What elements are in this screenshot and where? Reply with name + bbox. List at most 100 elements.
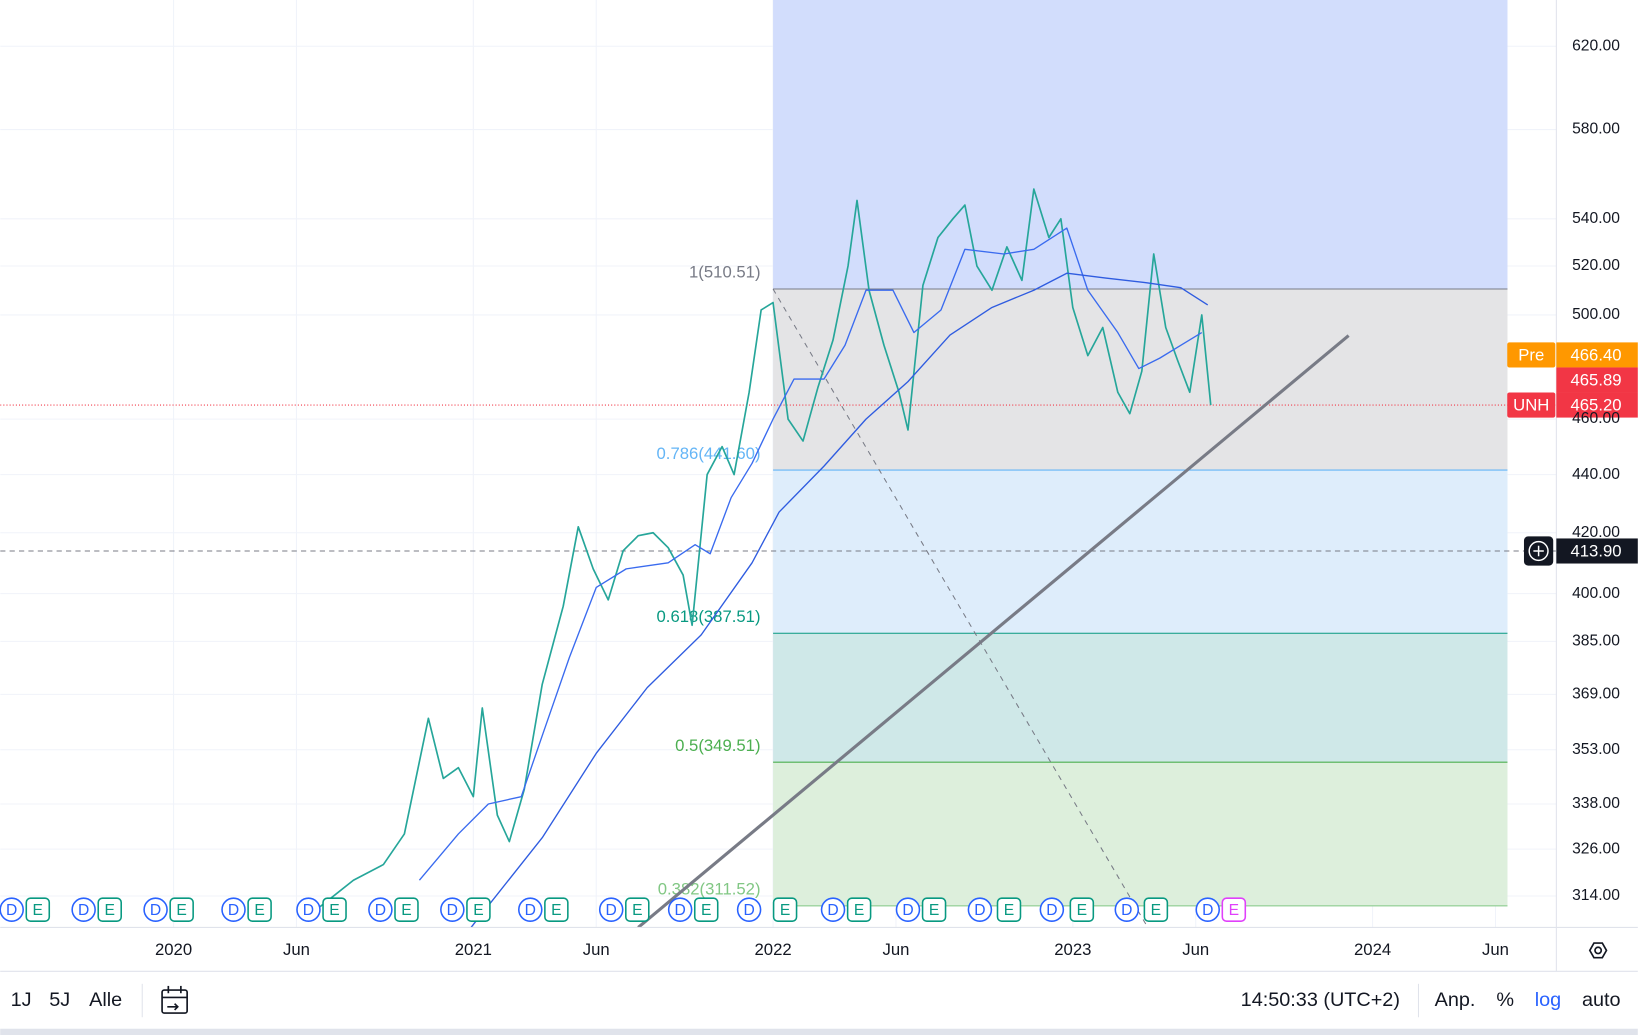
fib-diagonal (772, 288, 1149, 928)
event-marker[interactable]: E (921, 897, 947, 922)
event-marker[interactable]: E (846, 897, 872, 922)
fib-level-label: 0.786(441.60) (657, 444, 761, 463)
event-marker[interactable]: D (0, 897, 24, 922)
event-marker[interactable]: E (1069, 897, 1095, 922)
calendar-icon[interactable] (161, 985, 188, 1014)
event-circle (0, 897, 24, 922)
settings-icon[interactable] (1588, 942, 1608, 959)
event-marker[interactable]: D (143, 897, 168, 922)
event-marker[interactable]: D (518, 897, 543, 922)
event-marker[interactable]: E (394, 897, 419, 922)
event-marker[interactable]: D (296, 897, 321, 922)
event-marker[interactable]: D (368, 897, 393, 922)
event-box (25, 897, 51, 922)
event-marker[interactable]: E (466, 897, 491, 922)
event-marker[interactable]: D (967, 897, 993, 922)
price-label: 466.40 (1570, 345, 1621, 364)
event-marker[interactable]: D (221, 897, 246, 922)
event-box (1069, 897, 1095, 922)
x-tick-label: Jun (1182, 940, 1209, 959)
event-marker[interactable]: D (667, 897, 693, 922)
event-marker[interactable]: D (71, 897, 96, 922)
y-tick-label: 314.00 (1572, 887, 1620, 904)
event-marker[interactable]: E (693, 897, 719, 922)
event-circle (518, 897, 543, 922)
y-tick-label: 540.00 (1572, 210, 1620, 227)
event-marker[interactable]: D (895, 897, 921, 922)
event-marker[interactable]: E (322, 897, 347, 922)
y-tick-label: 369.00 (1572, 686, 1620, 703)
event-label: D (375, 902, 386, 919)
event-circle (368, 897, 393, 922)
event-marker[interactable]: E (97, 897, 122, 922)
x-tick-label: Jun (283, 940, 310, 959)
scale-option[interactable]: auto (1582, 989, 1621, 1011)
event-label: E (1077, 902, 1087, 919)
event-marker[interactable]: D (1195, 897, 1221, 922)
fib-zone (773, 0, 1508, 289)
event-circle (895, 897, 921, 922)
y-tick-label: 620.00 (1572, 37, 1620, 54)
event-label: E (929, 902, 939, 919)
scale-option[interactable]: Anp. (1435, 989, 1476, 1011)
event-circle (598, 897, 624, 922)
event-circle (296, 897, 321, 922)
event-circle (1039, 897, 1065, 922)
event-marker[interactable]: E (25, 897, 51, 922)
event-marker[interactable]: D (440, 897, 465, 922)
y-tick-label: 440.00 (1572, 466, 1620, 483)
scale-option[interactable]: log (1535, 989, 1561, 1011)
event-box (625, 897, 650, 922)
price-label-box (1556, 392, 1638, 418)
event-marker[interactable]: E (169, 897, 194, 922)
event-marker[interactable]: E (247, 897, 272, 922)
event-box (772, 897, 798, 922)
event-marker[interactable]: D (820, 897, 846, 922)
event-marker[interactable]: D (1039, 897, 1065, 922)
range-button[interactable]: Alle (89, 989, 122, 1011)
y-tick-label: 353.00 (1572, 741, 1620, 758)
event-label: E (33, 902, 43, 919)
scale-option[interactable]: % (1496, 989, 1514, 1011)
price-tag: Pre (1518, 345, 1544, 364)
range-button[interactable]: 1J (11, 989, 32, 1011)
event-marker[interactable]: E (544, 897, 569, 922)
x-tick-label: 2020 (155, 940, 192, 959)
event-box (846, 897, 872, 922)
fib-level-label: 1(510.51) (689, 263, 761, 282)
y-tick-label: 326.00 (1572, 840, 1620, 857)
event-circle (1114, 897, 1140, 922)
crosshair-button[interactable] (1523, 536, 1554, 566)
event-circle (221, 897, 246, 922)
x-tick-label: 2024 (1354, 940, 1391, 959)
event-box (466, 897, 491, 922)
event-label: D (606, 902, 617, 919)
event-marker[interactable]: D (1114, 897, 1140, 922)
event-marker[interactable]: D (736, 897, 762, 922)
event-label: E (1229, 902, 1239, 919)
event-marker[interactable]: E (1221, 897, 1247, 922)
event-box (247, 897, 272, 922)
event-circle (71, 897, 96, 922)
event-marker[interactable]: E (772, 897, 798, 922)
price-label: 413.90 (1570, 541, 1621, 560)
event-label: E (551, 902, 561, 919)
event-marker[interactable]: E (625, 897, 650, 922)
bottom-strip (0, 1028, 1638, 1035)
event-marker[interactable]: D (598, 897, 624, 922)
event-label: E (329, 902, 339, 919)
range-button[interactable]: 5J (49, 989, 70, 1011)
event-label: D (827, 902, 838, 919)
y-tick-label: 400.00 (1572, 585, 1620, 602)
event-box (322, 897, 347, 922)
event-box (921, 897, 947, 922)
event-label: D (902, 902, 913, 919)
event-box (693, 897, 719, 922)
event-marker[interactable]: E (996, 897, 1022, 922)
event-circle (820, 897, 846, 922)
event-circle (736, 897, 762, 922)
event-label: D (6, 902, 17, 919)
price-tag: UNH (1513, 396, 1549, 415)
event-marker[interactable]: E (1143, 897, 1169, 922)
